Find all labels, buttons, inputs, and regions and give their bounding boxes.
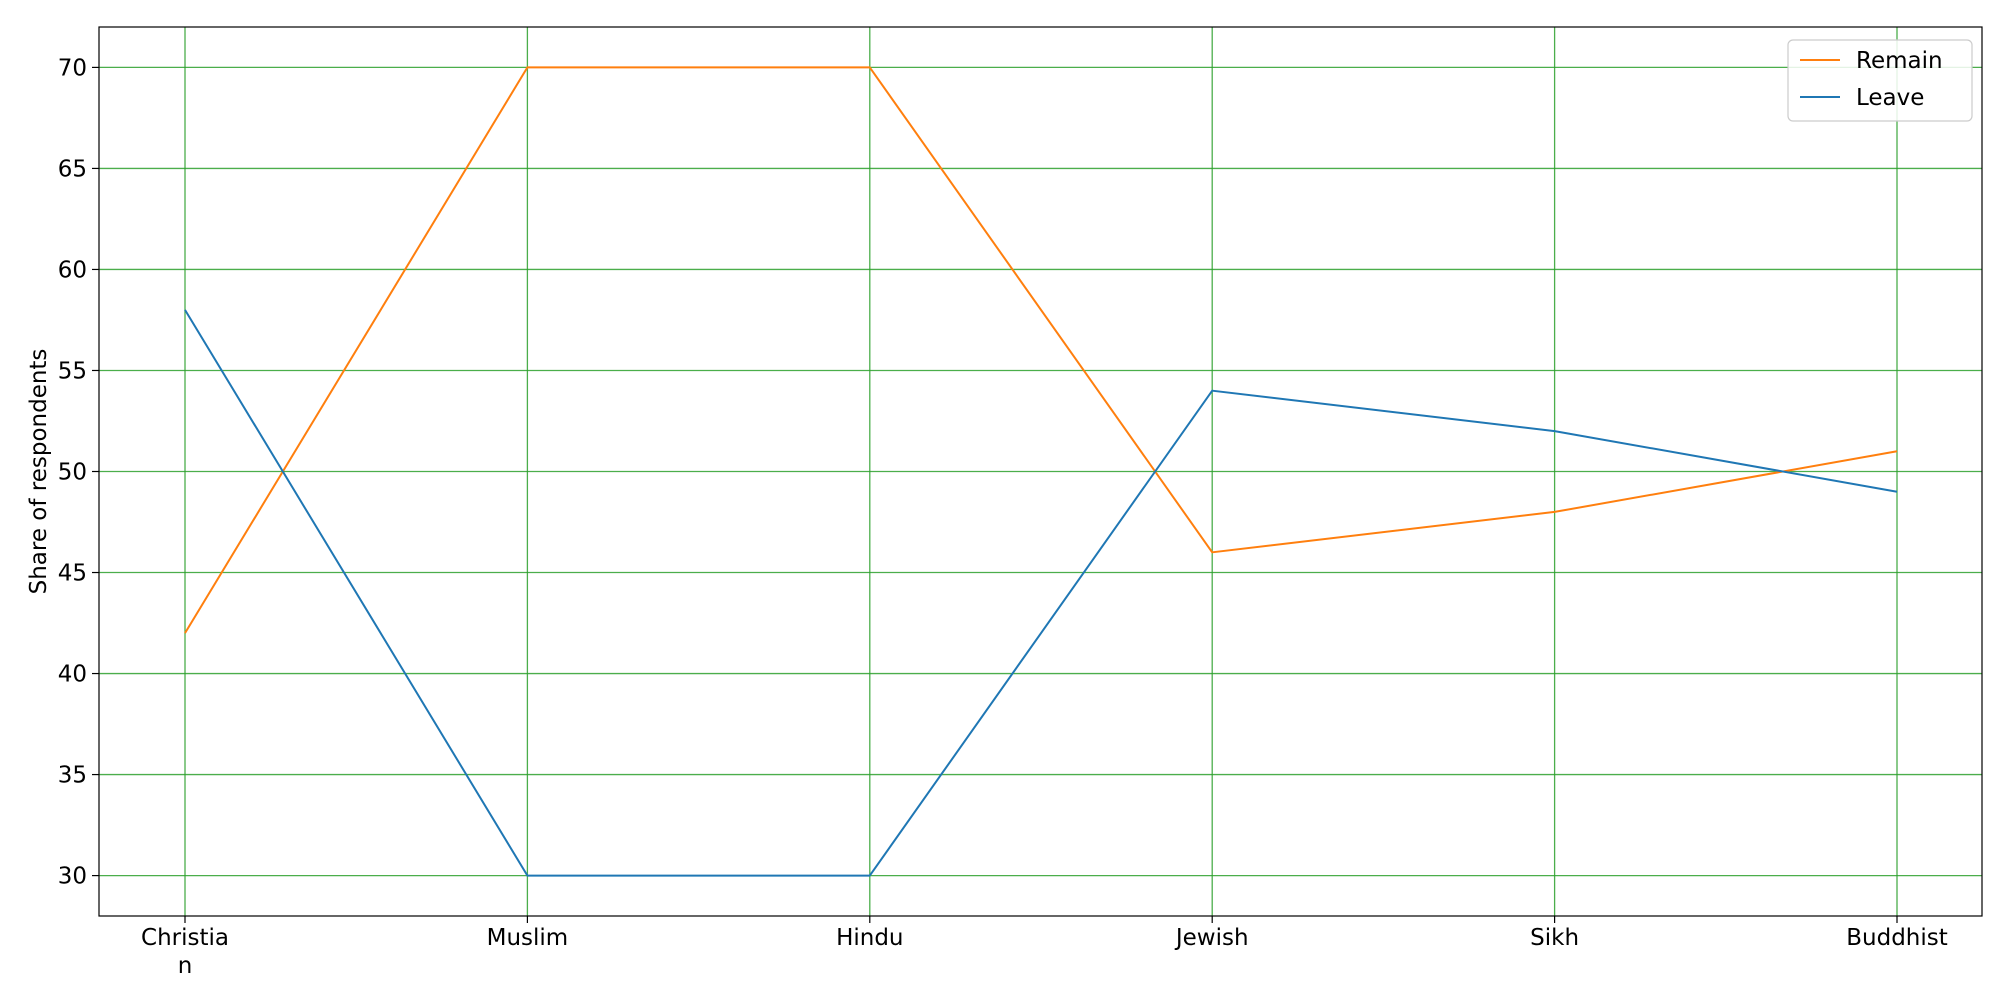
- y-tick-label: 30: [58, 864, 87, 890]
- x-tick-label: Hindu: [836, 925, 903, 951]
- legend-label: Remain: [1856, 48, 1943, 74]
- x-tick-label-line: Christia: [141, 925, 229, 951]
- x-tick-label-line: Hindu: [836, 925, 903, 951]
- x-axis-ticks: Christia n Muslim Hindu Jewish Sikh Buddhist: [141, 916, 1948, 979]
- legend-label: Leave: [1856, 85, 1924, 111]
- y-tick-label: 45: [58, 561, 87, 587]
- y-tick-label: 40: [58, 662, 87, 688]
- y-tick-label: 55: [58, 358, 87, 384]
- x-tick-label-line: Sikh: [1530, 925, 1579, 951]
- legend: Remain Leave: [1787, 39, 1973, 122]
- x-tick-label-line: Jewish: [1174, 925, 1249, 951]
- y-axis-ticks: 30 35 40 45 50 55 60 65 70: [58, 55, 99, 890]
- x-tick-label: Buddhist: [1846, 925, 1948, 951]
- grid: [99, 27, 1982, 916]
- x-tick-label-line: Buddhist: [1846, 925, 1948, 951]
- y-tick-label: 50: [58, 460, 87, 486]
- y-axis-label: Share of respondents: [26, 349, 52, 595]
- y-tick-label: 60: [58, 257, 87, 283]
- y-tick-label: 70: [58, 55, 87, 81]
- y-tick-label: 65: [58, 156, 87, 182]
- series-lines: [184, 66, 1898, 877]
- x-tick-label: Sikh: [1530, 925, 1579, 951]
- x-tick-label: Muslim: [487, 925, 569, 951]
- x-tick-label: Jewish: [1174, 925, 1249, 951]
- y-tick-label: 35: [58, 763, 87, 789]
- x-tick-label-line: Muslim: [487, 925, 569, 951]
- x-tick-label: Christia n: [141, 925, 229, 979]
- series-line-remain: [184, 66, 1898, 634]
- series-line-leave: [184, 309, 1898, 877]
- x-tick-label-line: n: [178, 953, 193, 979]
